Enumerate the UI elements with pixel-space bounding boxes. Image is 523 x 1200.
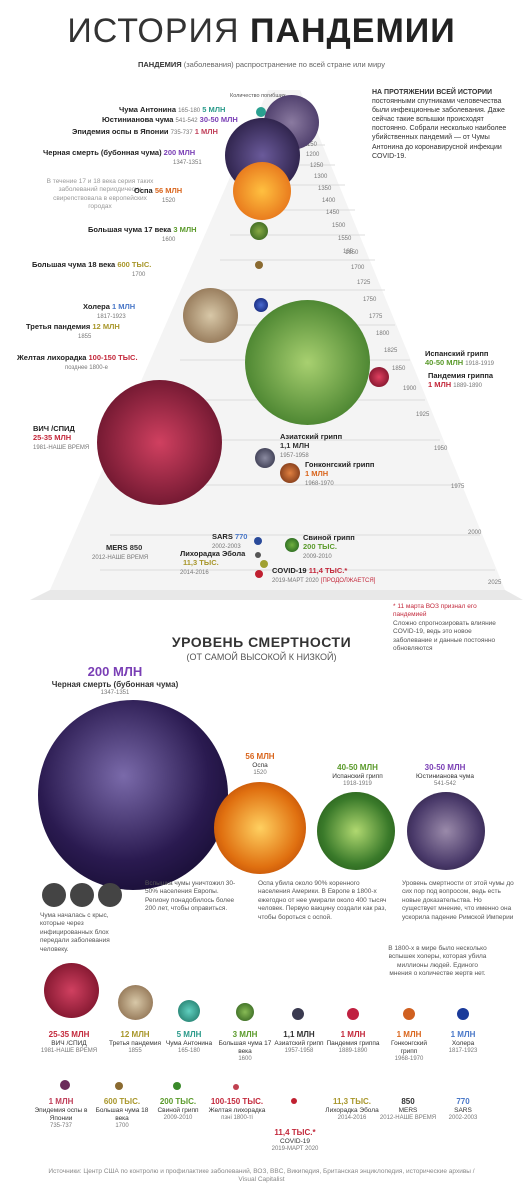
hongkong-flu-ball [280, 463, 300, 483]
row2-ebola: 11,3 ТЫС. Лихорадка Эбола 2014-2016 [325, 1097, 379, 1122]
label-black-death: Черная смерть (бубонная чума) 200 МЛН 134… [43, 148, 202, 166]
flu1889-ball [369, 367, 389, 387]
label-ebola: Лихорадка Эбола 11,3 ТЫС. 2014-2016 [180, 549, 246, 576]
top-justinian-ball [407, 792, 485, 870]
label-justinian: Юстинианова чума 541-542 30-50 МЛН [102, 115, 238, 124]
row1-plague17: 3 МЛН Большая чума 17 века 1600 [218, 1030, 272, 1063]
label-plague17: Большая чума 17 века 3 МЛН 1600 [88, 225, 197, 243]
intro-block: НА ПРОТЯЖЕНИИ ВСЕЙ ИСТОРИИ постоянными сп… [372, 89, 507, 160]
sources: Источники: Центр США по контролю и профи… [48, 1168, 475, 1184]
page-title: ИСТОРИЯ ПАНДЕМИИ [67, 12, 456, 50]
label-swine-flu: Свиной грипп 200 ТЫС. 2009-2010 [303, 533, 355, 560]
label-plague18: Большая чума 18 века 600 ТЫС. 1700 [32, 260, 152, 278]
row1-hongkong-ball [403, 1008, 415, 1020]
note-plague-impact: Вспышка чумы уничтожил 30-50% населения … [145, 880, 236, 913]
label-spanish-flu: Испанский грипп 40-50 МЛН 1918-1919 [425, 349, 494, 367]
row1-cholera: 1 МЛН Холера 1817-1923 [448, 1030, 478, 1055]
note-justinian: Уровень смертности от этой чумы до сих п… [402, 880, 514, 921]
top-spanish-flu-ball [317, 792, 395, 870]
label-antonine: Чума Антонина 165-180 5 МЛН [119, 105, 226, 114]
spanish-flu-ball [245, 300, 370, 425]
row2-japan-ball [60, 1080, 70, 1090]
label-hiv: ВИЧ /СПИД 25-35 МЛН 1981-НАШЕ ВРЕМЯ [33, 424, 90, 451]
deaths-column-label: Количество погибших [230, 93, 286, 99]
rat-icon [42, 883, 66, 907]
third-pandemic-ball [183, 288, 238, 343]
subtitle: ПАНДЕМИЯ (заболевания) распространение п… [138, 60, 385, 69]
sars-ball [254, 537, 262, 545]
row1-third-ball [118, 985, 153, 1020]
plague18-ball [255, 261, 263, 269]
top-smallpox-label: 56 МЛН Оспа 1520 [245, 752, 275, 777]
label-sars: SARS 770 2002-2003 [212, 532, 248, 550]
side-note: В течение 17 и 18 века серия таких забол… [46, 178, 154, 211]
cholera-ball [254, 298, 268, 312]
top-spanish-flu-label: 40-50 МЛН Испанский грипп 1918-1919 [332, 763, 383, 788]
row2-covid-ball [291, 1098, 297, 1104]
note-cholera: В 1800-х в мире было несколько вспышек х… [388, 945, 487, 978]
row1-hongkong: 1 МЛН Гонконгский грипп 1968-1970 [391, 1030, 427, 1063]
row2-yellow: 100-150 ТЫС. Желтая лихорадка пзні 1800-ті [208, 1097, 266, 1122]
row2-swine: 200 ТЫС. Свиной грипп 2009-2010 [157, 1097, 199, 1122]
label-covid: COVID-19 11,4 ТЫС.* 2019-МАРТ 2020 [ПРОДО… [272, 566, 376, 584]
row2-yellow-ball [233, 1084, 239, 1090]
row1-plague17-ball [236, 1003, 254, 1021]
label-smallpox: Оспа 56 МЛН 1520 [134, 186, 183, 204]
mortality-header: УРОВЕНЬ СМЕРТНОСТИ (ОТ САМОЙ ВЫСОКОЙ К Н… [171, 634, 352, 662]
row2-japan: 1 МЛН Эпидемия оспы в Японии 735-737 [34, 1097, 88, 1130]
row1-antonine: 5 МЛН Чума Антонина 165-180 [165, 1030, 213, 1055]
top-black-death-label: 200 МЛН Черная смерть (бубонная чума) 13… [51, 664, 179, 697]
row2-swine-ball [173, 1082, 181, 1090]
row1-flu1889: 1 МЛН Пандемия гриппа 1889-1890 [326, 1030, 380, 1055]
antonine-ball [256, 107, 266, 117]
covid-ball [255, 570, 263, 578]
who-note: * 11 марта ВОЗ признал его пандемией Слож… [393, 603, 496, 653]
row1-flu1889-ball [347, 1008, 359, 1020]
row1-hiv-ball [44, 963, 99, 1018]
ebola-ball [260, 560, 268, 568]
row1-cholera-ball [457, 1008, 469, 1020]
row1-antonine-ball [178, 1000, 200, 1022]
row2-sars: 770 SARS 2002-2003 [448, 1097, 478, 1122]
label-hongkong-flu: Гонконгский грипп 1 МЛН 1968-1970 [305, 460, 375, 487]
swine-flu-ball [285, 538, 299, 552]
row2-plague18-ball [115, 1082, 123, 1090]
row2-plague18: 600 ТЫС. Большая чума 18 века 1700 [95, 1097, 149, 1130]
label-japan-smallpox: Эпидемия оспы в Японии 735-737 1 МЛН [72, 127, 218, 136]
hiv-ball [97, 380, 222, 505]
label-yellow-fever: Желтая лихорадка 100-150 ТЫС. позднее 180… [17, 353, 138, 371]
asian-flu-ball [255, 448, 275, 468]
row2-covid: 11,4 ТЫС.* COVID-19 2019-МАРТ 2020 [271, 1128, 319, 1153]
row1-asian-flu-ball [292, 1008, 304, 1020]
person-icon [98, 883, 122, 907]
row1-hiv: 25-35 МЛН ВИЧ /СПИД 1981-НАШЕ ВРЕМЯ [40, 1030, 98, 1055]
label-flu1889: Пандемия гриппа 1 МЛН 1889-1890 [428, 371, 494, 389]
label-asian-flu: Азиатский грипп 1,1 МЛН 1957-1958 [280, 432, 343, 459]
note-smallpox: Оспа убила около 90% коренного населения… [258, 880, 387, 921]
plague17-ball [250, 222, 268, 240]
label-third: Третья пандемия 12 МЛН 1855 [26, 322, 120, 340]
top-justinian-label: 30-50 МЛН Юстинианова чума 541-542 [416, 763, 474, 788]
note-plague-origin: Чума началась с крыс, которые через инфи… [40, 912, 110, 953]
row1-asian: 1,1 МЛН Азиатский грипп 1957-1958 [274, 1030, 324, 1055]
mers-ball [255, 552, 261, 558]
smallpox-ball [233, 162, 291, 220]
label-cholera: Холера 1 МЛН 1817-1923 [83, 302, 136, 320]
row2-mers: 850 MERS 2012-НАШЕ ВРЕМЯ [379, 1097, 437, 1122]
flea-icon [70, 883, 94, 907]
top-black-death-ball [38, 700, 228, 890]
label-mers: MERS 850 2012-НАШЕ ВРЕМЯ [92, 543, 149, 561]
top-smallpox-ball [214, 782, 306, 874]
row1-third: 12 МЛН Третья пандемия 1855 [108, 1030, 162, 1055]
